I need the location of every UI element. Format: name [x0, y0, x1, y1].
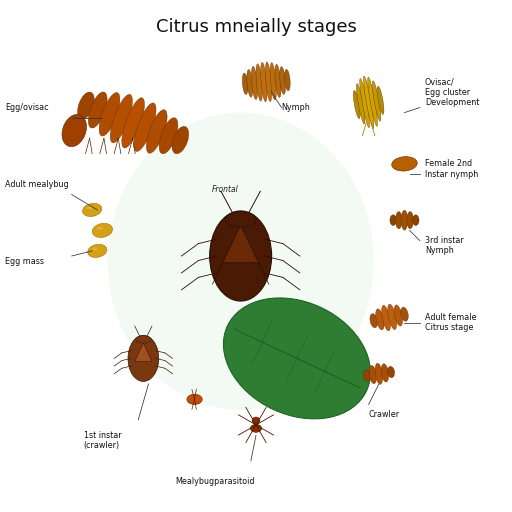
Ellipse shape — [285, 69, 290, 91]
Ellipse shape — [172, 126, 189, 154]
Ellipse shape — [92, 223, 113, 238]
Ellipse shape — [401, 210, 408, 230]
Ellipse shape — [275, 65, 281, 97]
Text: 3rd instar
Nymph: 3rd instar Nymph — [425, 236, 464, 255]
Ellipse shape — [413, 215, 419, 225]
Ellipse shape — [270, 62, 276, 100]
Text: Ovisac/
Egg cluster
Development: Ovisac/ Egg cluster Development — [425, 77, 479, 107]
Ellipse shape — [368, 77, 377, 126]
Ellipse shape — [108, 113, 374, 410]
Ellipse shape — [360, 78, 370, 127]
Ellipse shape — [99, 93, 120, 136]
Ellipse shape — [377, 86, 384, 114]
Ellipse shape — [392, 157, 417, 171]
Ellipse shape — [146, 110, 167, 153]
Text: Nymph: Nymph — [282, 103, 310, 112]
Ellipse shape — [280, 67, 286, 94]
Text: Adult female
Citrus stage: Adult female Citrus stage — [425, 313, 477, 332]
Ellipse shape — [97, 227, 103, 230]
Ellipse shape — [256, 64, 262, 101]
Text: Crawler: Crawler — [369, 410, 400, 419]
Ellipse shape — [82, 203, 102, 217]
Ellipse shape — [88, 244, 107, 258]
Ellipse shape — [375, 363, 382, 385]
Ellipse shape — [376, 309, 384, 330]
Text: Frontal: Frontal — [212, 185, 239, 194]
Ellipse shape — [223, 298, 371, 419]
Ellipse shape — [394, 305, 402, 326]
Ellipse shape — [353, 91, 360, 119]
Ellipse shape — [407, 211, 413, 229]
Polygon shape — [223, 225, 259, 263]
Ellipse shape — [363, 370, 370, 381]
Ellipse shape — [225, 211, 256, 227]
Ellipse shape — [250, 424, 262, 432]
Polygon shape — [135, 343, 152, 361]
Ellipse shape — [128, 335, 159, 381]
Ellipse shape — [390, 215, 396, 225]
Ellipse shape — [252, 417, 260, 424]
Text: Citrus mneially stages: Citrus mneially stages — [156, 18, 356, 36]
Text: Adult mealybug: Adult mealybug — [5, 180, 69, 189]
Ellipse shape — [62, 115, 87, 146]
Ellipse shape — [92, 248, 98, 250]
Ellipse shape — [372, 81, 381, 121]
Ellipse shape — [364, 76, 374, 129]
Ellipse shape — [134, 103, 156, 152]
Ellipse shape — [210, 211, 271, 301]
Ellipse shape — [381, 364, 389, 382]
Ellipse shape — [242, 73, 248, 95]
Text: 1st instar
(crawler): 1st instar (crawler) — [83, 431, 121, 450]
Ellipse shape — [251, 67, 258, 99]
Ellipse shape — [265, 62, 272, 101]
Ellipse shape — [396, 211, 402, 229]
Ellipse shape — [159, 118, 178, 154]
Ellipse shape — [388, 367, 395, 378]
Ellipse shape — [369, 366, 376, 384]
Ellipse shape — [356, 83, 365, 124]
Text: Egg/ovisac: Egg/ovisac — [5, 103, 49, 112]
Text: Mealybugparasitoid: Mealybugparasitoid — [175, 477, 255, 486]
Ellipse shape — [187, 394, 202, 404]
Ellipse shape — [136, 336, 151, 343]
Text: Egg mass: Egg mass — [5, 257, 44, 266]
Ellipse shape — [87, 207, 93, 209]
Ellipse shape — [381, 305, 391, 331]
Ellipse shape — [122, 98, 144, 148]
Ellipse shape — [401, 307, 408, 321]
Text: Female 2nd
Instar nymph: Female 2nd Instar nymph — [425, 159, 478, 179]
Ellipse shape — [247, 70, 253, 97]
Ellipse shape — [110, 94, 133, 143]
Ellipse shape — [261, 62, 267, 102]
Ellipse shape — [388, 304, 397, 330]
Ellipse shape — [88, 92, 107, 128]
Ellipse shape — [77, 92, 94, 119]
Ellipse shape — [370, 314, 377, 328]
